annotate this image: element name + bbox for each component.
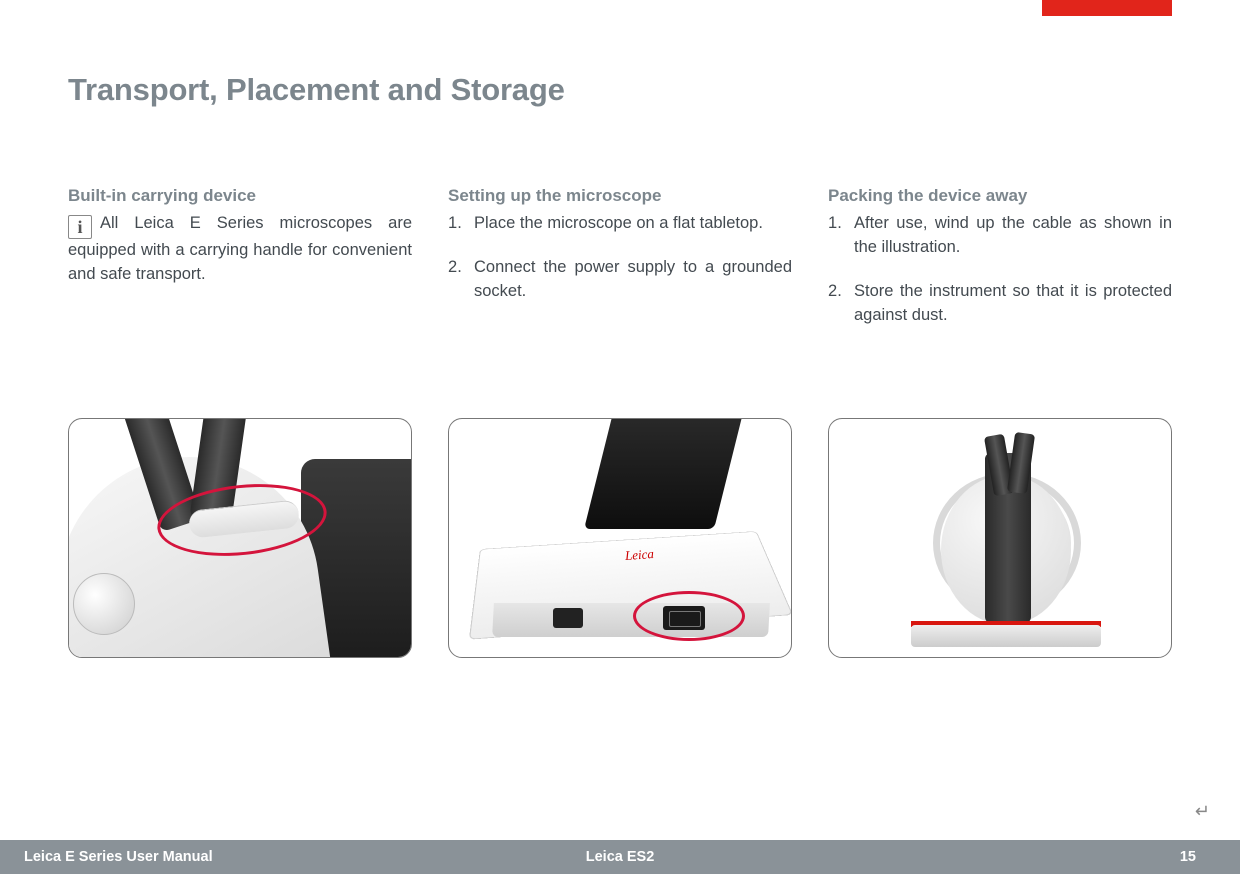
col1-info-text: All Leica E Series microscopes are equip… (68, 214, 412, 283)
ill1-focus-knob (73, 573, 135, 635)
col1-info-paragraph: iAll Leica E Series microscopes are equi… (68, 212, 412, 287)
col3-list: After use, wind up the cable as shown in… (828, 212, 1172, 328)
ill3-base (911, 625, 1101, 647)
ill2-highlight-ellipse (633, 591, 745, 641)
column-setting-up: Setting up the microscope Place the micr… (448, 186, 792, 348)
col3-item-1: After use, wind up the cable as shown in… (828, 212, 1172, 260)
illustration-cable-wrap (828, 418, 1172, 658)
column-packing-away: Packing the device away After use, wind … (828, 186, 1172, 348)
ill2-power-switch (553, 608, 583, 628)
col2-item-1: Place the microscope on a flat tabletop. (448, 212, 792, 236)
content-columns: Built-in carrying device iAll Leica E Se… (68, 186, 1172, 348)
illustration-carrying-handle (68, 418, 412, 658)
page-title: Transport, Placement and Storage (68, 72, 1172, 108)
col2-list: Place the microscope on a flat tabletop.… (448, 212, 792, 304)
col2-item-2: Connect the power supply to a grounded s… (448, 256, 792, 304)
ill2-brand-logo: Leica (624, 546, 654, 564)
header-red-tab (1042, 0, 1172, 16)
column-carrying-device: Built-in carrying device iAll Leica E Se… (68, 186, 412, 348)
info-icon: i (68, 215, 92, 239)
ill2-column (584, 418, 744, 529)
illustrations-row: Leica (68, 418, 1172, 658)
return-icon: ↵ (1195, 801, 1210, 822)
col2-heading: Setting up the microscope (448, 186, 792, 206)
col1-heading: Built-in carrying device (68, 186, 412, 206)
illustration-power-socket: Leica (448, 418, 792, 658)
page-footer: Leica E Series User Manual Leica ES2 15 (0, 840, 1240, 874)
footer-manual-title: Leica E Series User Manual (24, 849, 213, 865)
col3-heading: Packing the device away (828, 186, 1172, 206)
footer-model: Leica ES2 (586, 849, 655, 865)
footer-page-number: 15 (1180, 849, 1196, 865)
col3-item-2: Store the instrument so that it is prote… (828, 280, 1172, 328)
page-content: Transport, Placement and Storage Built-i… (0, 0, 1240, 348)
